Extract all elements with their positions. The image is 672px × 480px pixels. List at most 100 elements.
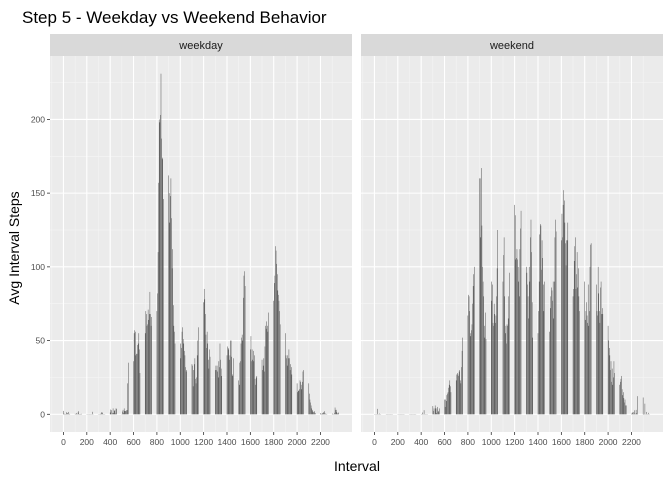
bar bbox=[563, 190, 564, 414]
y-tick-label: 100 bbox=[31, 262, 45, 272]
bar bbox=[493, 323, 494, 414]
bar bbox=[300, 382, 301, 414]
bar bbox=[568, 223, 569, 415]
bar bbox=[299, 389, 300, 414]
bar bbox=[438, 412, 439, 414]
bar bbox=[242, 335, 243, 415]
bar bbox=[636, 413, 637, 414]
bar bbox=[586, 302, 587, 414]
bar bbox=[471, 333, 472, 414]
bar bbox=[289, 349, 290, 414]
bar bbox=[531, 220, 532, 415]
bar bbox=[325, 413, 326, 414]
bar bbox=[243, 341, 244, 415]
bar bbox=[509, 296, 510, 414]
bar bbox=[286, 355, 287, 414]
bar bbox=[279, 301, 280, 415]
bar bbox=[555, 237, 556, 414]
bar bbox=[257, 376, 258, 414]
bar bbox=[589, 311, 590, 414]
bar bbox=[75, 414, 76, 415]
bar bbox=[577, 287, 578, 414]
bar bbox=[495, 323, 496, 414]
bar bbox=[135, 332, 136, 415]
bar bbox=[241, 338, 242, 415]
x-tick-label: 1400 bbox=[529, 437, 548, 447]
bar bbox=[611, 382, 612, 414]
bar bbox=[435, 405, 436, 414]
bar bbox=[290, 364, 291, 414]
bar bbox=[171, 178, 172, 414]
x-tick-label: 1000 bbox=[171, 437, 190, 447]
bar bbox=[434, 408, 435, 414]
bar bbox=[228, 349, 229, 414]
x-tick-label: 400 bbox=[103, 437, 117, 447]
bar bbox=[468, 295, 469, 414]
bar bbox=[238, 380, 239, 414]
bar bbox=[332, 414, 333, 415]
bar bbox=[544, 311, 545, 414]
bar bbox=[528, 318, 529, 414]
bar bbox=[312, 410, 313, 414]
bar bbox=[457, 374, 458, 414]
bar bbox=[608, 326, 609, 414]
bar bbox=[218, 377, 219, 414]
bar bbox=[243, 298, 244, 414]
bar bbox=[313, 411, 314, 414]
x-tick-label: 2000 bbox=[599, 437, 618, 447]
bar bbox=[185, 355, 186, 414]
bar bbox=[184, 344, 185, 415]
bar bbox=[503, 282, 504, 415]
bar bbox=[436, 413, 437, 414]
bar bbox=[171, 218, 172, 414]
bar bbox=[624, 398, 625, 414]
bar bbox=[422, 413, 423, 415]
bar bbox=[480, 237, 481, 414]
bar bbox=[612, 369, 613, 415]
bar bbox=[506, 326, 507, 414]
bar bbox=[233, 358, 234, 414]
bar bbox=[458, 376, 459, 414]
bar bbox=[291, 367, 292, 414]
bar bbox=[322, 414, 323, 415]
bar bbox=[147, 324, 148, 414]
panel-background bbox=[361, 56, 663, 432]
bar bbox=[599, 311, 600, 414]
bar bbox=[635, 413, 636, 414]
x-tick-label: 0 bbox=[372, 437, 377, 447]
bar bbox=[146, 311, 147, 414]
bar bbox=[254, 355, 255, 414]
bar bbox=[159, 119, 160, 414]
bar bbox=[509, 273, 510, 415]
bar bbox=[252, 360, 253, 415]
bar bbox=[299, 391, 300, 415]
bar bbox=[554, 318, 555, 414]
bar bbox=[539, 234, 540, 414]
bar bbox=[520, 249, 521, 414]
bar bbox=[303, 372, 304, 415]
bar bbox=[503, 255, 504, 414]
panel-weekend: weekend0 200 400 600 800 1000 1200 1400 1600 1800… bbox=[361, 34, 663, 447]
bar bbox=[175, 344, 176, 415]
bar bbox=[146, 314, 147, 414]
bar bbox=[264, 358, 265, 414]
bar bbox=[310, 403, 311, 415]
x-tick-label: 800 bbox=[150, 437, 164, 447]
bar bbox=[324, 411, 325, 414]
bar bbox=[587, 323, 588, 414]
bar bbox=[196, 383, 197, 414]
bar bbox=[529, 267, 530, 414]
bar bbox=[462, 338, 463, 415]
bar bbox=[125, 411, 126, 414]
x-tick-label: 1800 bbox=[264, 437, 283, 447]
bar bbox=[377, 409, 378, 414]
bar bbox=[553, 282, 554, 415]
bar bbox=[216, 366, 217, 415]
bar bbox=[203, 302, 204, 414]
bar bbox=[621, 376, 622, 414]
bar bbox=[233, 376, 234, 414]
bar bbox=[527, 273, 528, 415]
bar bbox=[633, 412, 634, 414]
bar bbox=[136, 354, 137, 414]
bar bbox=[139, 349, 140, 414]
